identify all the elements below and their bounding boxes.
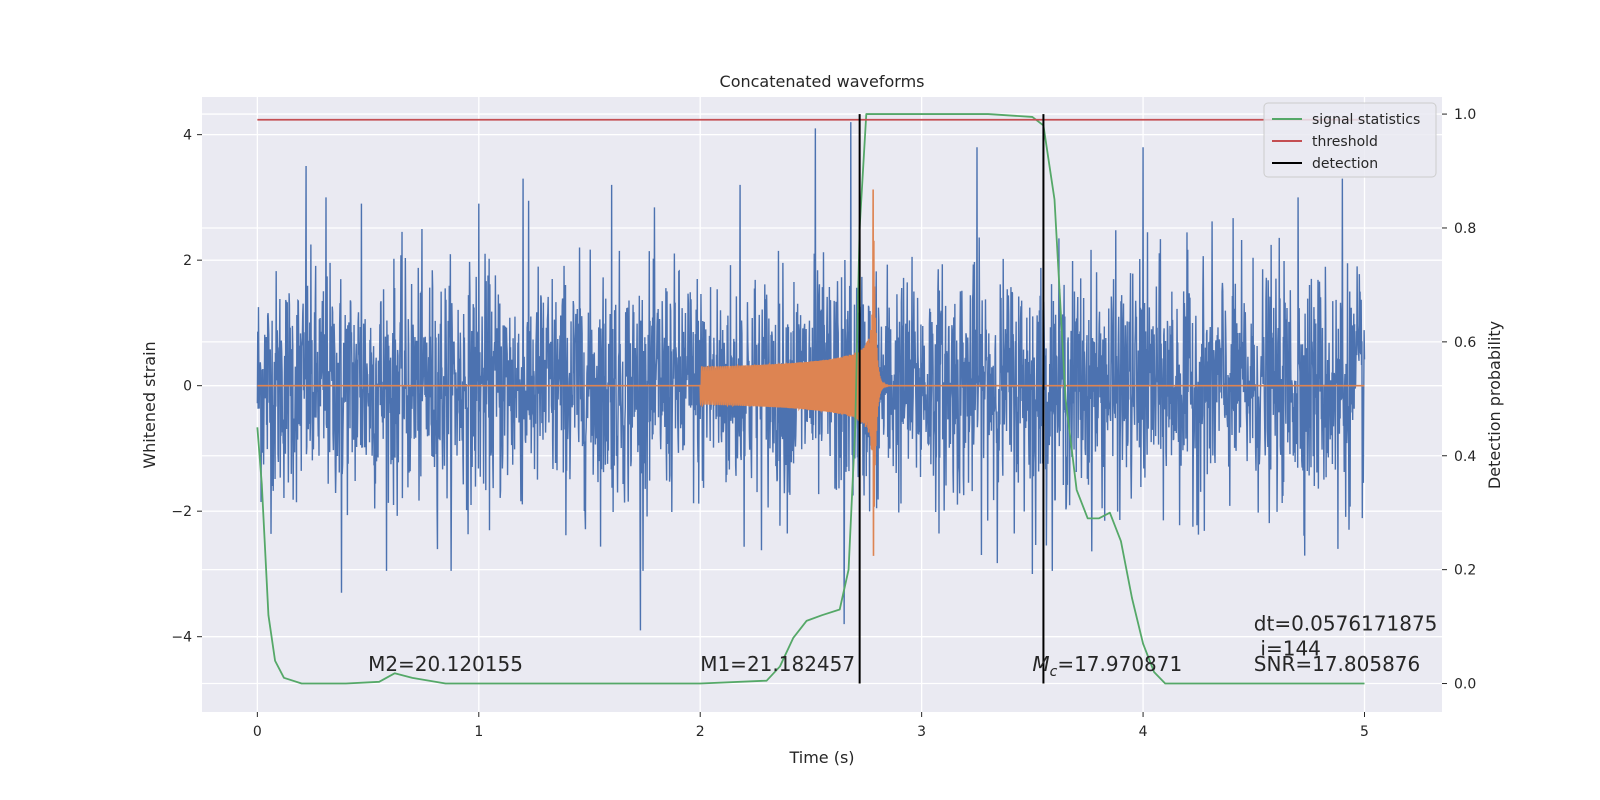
annotation-text: M2=20.120155: [368, 652, 523, 676]
legend-label: signal statistics: [1312, 112, 1420, 128]
y-axis-label-left: Whitened strain: [140, 341, 159, 468]
x-tick-label: 4: [1139, 724, 1148, 740]
y-tick-label-left: −2: [171, 504, 192, 520]
annotation-subscript: c: [1050, 664, 1058, 680]
annotation-text: SNR=17.805876: [1254, 652, 1420, 676]
y-tick-label-right: 0.0: [1454, 677, 1476, 693]
x-axis-label: Time (s): [788, 748, 854, 767]
annotations: M2=20.120155 M1=21.182457 Mc=17.970871 dt=0…: [368, 611, 1437, 680]
plot-area: 0 1 2 3 4 5 −4 −2 0 2 4 0.0 0.2 0.4 0.6 0.8 1.0: [171, 97, 1476, 740]
x-tick-label: 2: [696, 724, 705, 740]
annotation-symbol: M: [1032, 652, 1049, 676]
y-tick-label-right: 0.4: [1454, 449, 1476, 465]
y-axis-label-right: Detection probability: [1485, 321, 1504, 489]
y-tick-label-right: 0.8: [1454, 221, 1476, 237]
plot-content: [256, 113, 1366, 685]
signal-statistics-line: [256, 113, 1365, 685]
y-tick-label-right: 0.6: [1454, 335, 1476, 351]
annotation-value: =17.970871: [1057, 652, 1182, 676]
legend-label: detection: [1312, 156, 1378, 172]
annotation-text: i=144: [1260, 637, 1321, 661]
x-tick-label: 0: [253, 724, 262, 740]
legend-label: threshold: [1312, 134, 1378, 150]
legend-box: [1263, 102, 1437, 178]
x-tick-label: 1: [474, 724, 483, 740]
legend: signal statistics threshold detection: [1263, 102, 1437, 178]
y-tick-label-left: −4: [171, 630, 192, 646]
y-tick-label-right: 0.2: [1454, 563, 1476, 579]
chart-title: Concatenated waveforms: [720, 72, 925, 91]
x-tick-label: 3: [917, 724, 926, 740]
annotation-text: M1=21.182457: [700, 652, 855, 676]
x-tick-label: 5: [1360, 724, 1369, 740]
y-tick-label-left: 4: [183, 128, 192, 144]
annotation-text: Mc=17.970871: [1032, 652, 1182, 680]
chirp-waveform-line: [257, 189, 1365, 556]
y-tick-label-right: 1.0: [1454, 107, 1476, 123]
y-tick-label-left: 2: [183, 253, 192, 269]
y-tick-label-left: 0: [183, 379, 192, 395]
annotation-text: dt=0.0576171875: [1254, 611, 1438, 635]
